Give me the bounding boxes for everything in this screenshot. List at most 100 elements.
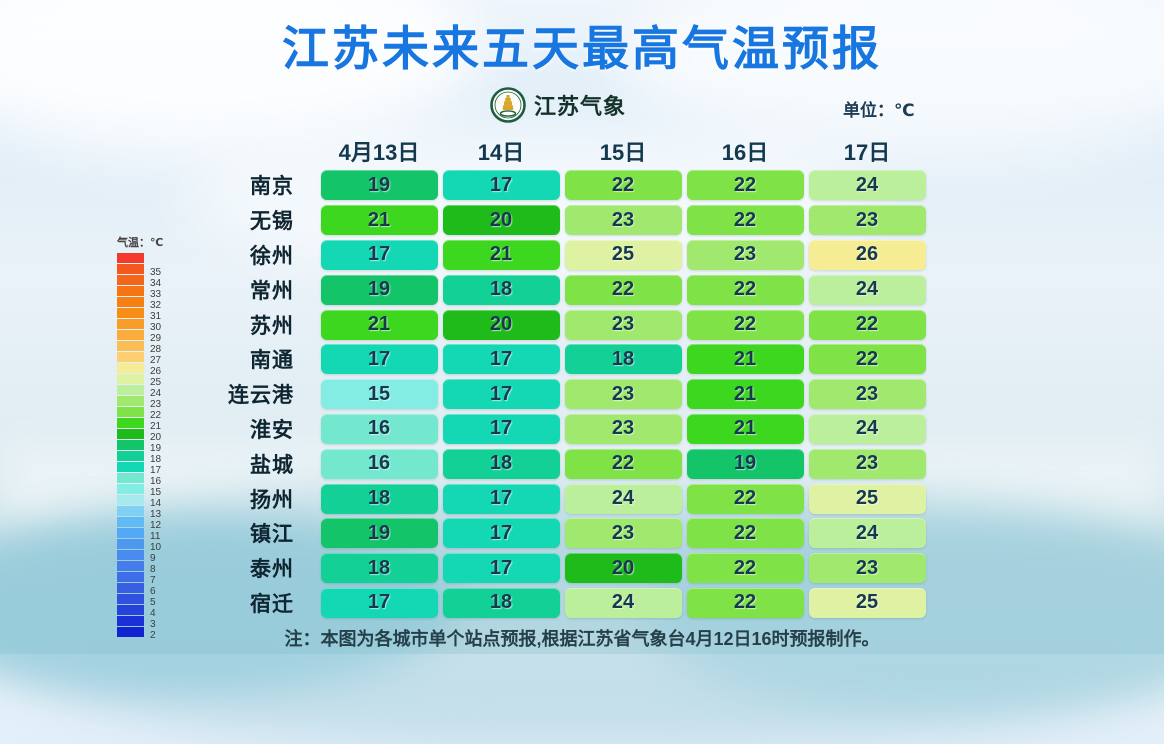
city-label: 常州 (250, 279, 294, 303)
legend: 气温：℃ 35 34 33 32 31 30 29 28 27 26 25 24 23 22 21 20 19 1… (117, 234, 177, 641)
legend-entry: 14 (117, 495, 177, 509)
legend-entry: 20 (117, 429, 177, 443)
legend-label: 22 (150, 410, 162, 421)
temp-cell: 20 (564, 553, 682, 584)
temp-cell: 21 (686, 379, 804, 410)
table-row: 南京 19 17 22 22 24 (220, 168, 928, 203)
table-row: 无锡 21 20 23 22 23 (220, 203, 928, 238)
temp-cell: 25 (564, 239, 682, 270)
legend-label: 13 (150, 509, 162, 520)
legend-swatch (117, 572, 144, 582)
legend-scale: 35 34 33 32 31 30 29 28 27 26 25 24 23 22 21 20 19 18 17 16… (117, 253, 177, 641)
temp-cell: 22 (564, 170, 682, 201)
temp-cell: 17 (320, 239, 438, 270)
legend-entry: 25 (117, 374, 177, 388)
temp-cell: 17 (442, 379, 560, 410)
legend-entry: 7 (117, 572, 177, 586)
temp-cell: 25 (808, 587, 926, 618)
legend-swatch (117, 330, 144, 340)
temp-cell: 17 (442, 483, 560, 514)
temp-cell: 22 (686, 483, 804, 514)
legend-entry: 28 (117, 341, 177, 355)
jiangsu-weather-logo-icon (490, 87, 526, 123)
legend-label: 31 (150, 311, 162, 322)
legend-label: 3 (150, 619, 156, 630)
legend-swatch (117, 396, 144, 406)
brand-name: 江苏气象 (534, 94, 627, 119)
legend-label: 33 (150, 289, 162, 300)
table-row: 苏州 21 20 23 22 22 (220, 307, 928, 342)
temp-cell: 22 (686, 274, 804, 305)
legend-label: 24 (150, 388, 162, 399)
legend-label: 20 (150, 432, 162, 443)
legend-swatch (117, 352, 144, 362)
city-label: 南京 (250, 175, 294, 199)
legend-entry: 19 (117, 440, 177, 454)
legend-swatch (117, 363, 144, 373)
date-header: 14日 (477, 140, 525, 165)
temp-cell: 17 (320, 344, 438, 375)
table-header-row: 4月13日 14日 15日 16日 17日 (220, 134, 928, 168)
legend-entry: 4 (117, 605, 177, 619)
legend-label: 11 (150, 531, 161, 542)
legend-swatch (117, 539, 144, 549)
footnote: 注：本图为各城市单个站点预报,根据江苏省气象台4月12日16时预报制作。 (284, 629, 880, 649)
legend-label: 26 (150, 366, 162, 377)
temp-cell: 23 (564, 518, 682, 549)
date-header: 15日 (599, 140, 647, 165)
temp-cell: 22 (686, 205, 804, 236)
legend-swatch (117, 583, 144, 593)
table-row: 连云港 15 17 23 21 23 (220, 377, 928, 412)
temp-cell: 24 (808, 518, 926, 549)
temp-cell: 23 (564, 379, 682, 410)
legend-entry: 8 (117, 561, 177, 575)
temp-cell: 17 (442, 413, 560, 444)
temp-cell: 22 (808, 309, 926, 340)
legend-label: 35 (150, 267, 162, 278)
legend-swatch (117, 275, 144, 285)
temp-cell: 19 (320, 274, 438, 305)
legend-swatch (117, 616, 144, 626)
legend-entry: 35 (117, 264, 177, 278)
temp-cell: 22 (686, 170, 804, 201)
legend-entry: 29 (117, 330, 177, 344)
unit-label: 单位：℃ (843, 101, 915, 120)
legend-entry: 27 (117, 352, 177, 366)
page-title: 江苏未来五天最高气温预报 (282, 22, 882, 75)
legend-entry: 5 (117, 594, 177, 608)
legend-entry: 12 (117, 517, 177, 531)
city-label: 徐州 (250, 244, 294, 268)
legend-label: 18 (150, 454, 162, 465)
city-label: 苏州 (250, 314, 294, 338)
legend-swatch (117, 418, 144, 428)
temp-cell: 17 (442, 344, 560, 375)
legend-swatch (117, 594, 144, 604)
temp-cell: 23 (564, 413, 682, 444)
legend-label: 4 (150, 608, 156, 619)
city-label: 无锡 (250, 210, 294, 234)
table-row: 扬州 18 17 24 22 25 (220, 481, 928, 516)
temp-cell: 23 (808, 205, 926, 236)
legend-entry: 16 (117, 473, 177, 487)
legend-swatch (117, 561, 144, 571)
date-header: 4月13日 (338, 140, 420, 165)
temp-cell: 22 (808, 344, 926, 375)
temp-cell: 21 (686, 413, 804, 444)
legend-label: 2 (150, 630, 156, 641)
temp-cell: 24 (564, 587, 682, 618)
temp-cell: 26 (808, 239, 926, 270)
legend-label: 14 (150, 498, 162, 509)
temp-cell: 24 (564, 483, 682, 514)
temp-cell: 22 (564, 274, 682, 305)
legend-entry (117, 253, 177, 264)
city-label: 淮安 (250, 418, 294, 442)
city-label: 南通 (250, 349, 294, 373)
legend-entry: 18 (117, 451, 177, 465)
temp-cell: 18 (564, 344, 682, 375)
legend-entry: 2 (117, 627, 177, 641)
legend-label: 27 (150, 355, 162, 366)
legend-label: 16 (150, 476, 162, 487)
temp-cell: 16 (320, 413, 438, 444)
legend-entry: 13 (117, 506, 177, 520)
legend-swatch (117, 297, 144, 307)
